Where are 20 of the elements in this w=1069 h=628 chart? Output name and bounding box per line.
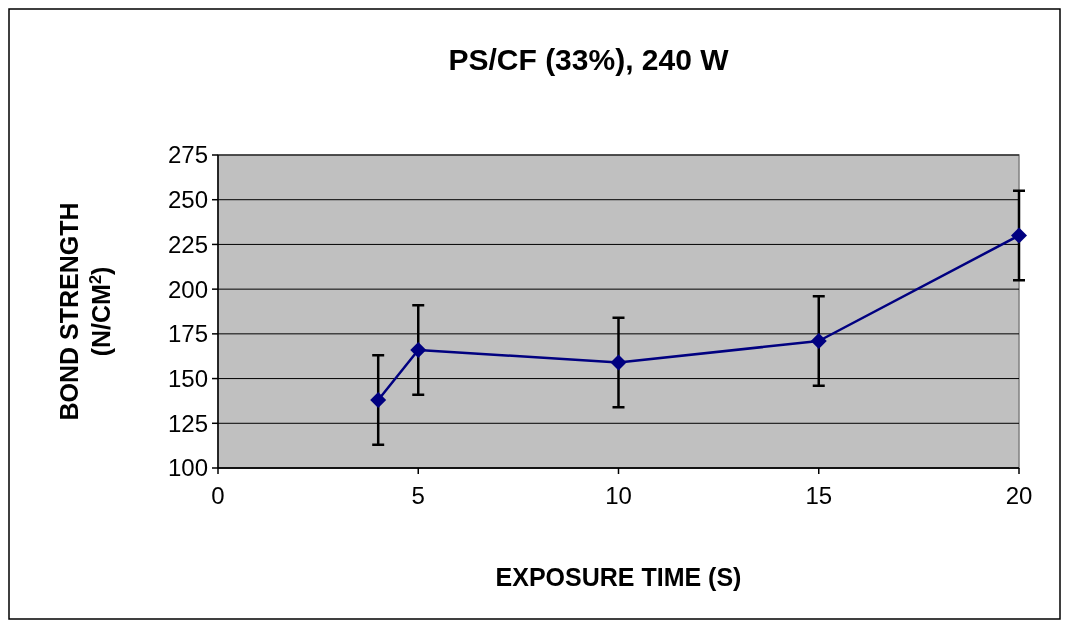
y-tick-label: 225 <box>167 230 208 258</box>
point <box>810 333 827 350</box>
point <box>610 354 627 371</box>
y-tick-label: 200 <box>167 275 208 303</box>
x-tick-label: 20 <box>1005 482 1033 509</box>
chart-title: PS/CF (33%), 240 W <box>448 43 730 76</box>
y-tick-label: 100 <box>167 454 208 482</box>
y-tick-label: 150 <box>167 364 208 392</box>
x-tick-label: 0 <box>211 482 225 509</box>
y-tick-label: 250 <box>167 186 208 214</box>
x-tick-label: 5 <box>411 482 425 509</box>
y-tick-label: 275 <box>167 141 208 169</box>
x-tick-label: 10 <box>605 482 632 509</box>
point <box>370 392 387 409</box>
point <box>1011 227 1027 244</box>
y-tick-label: 175 <box>167 320 208 348</box>
y-tick-label: 125 <box>167 409 208 437</box>
x-axis-title: EXPOSURE TIME (S) <box>495 563 742 591</box>
point <box>410 341 427 358</box>
x-tick-label: 15 <box>805 482 833 509</box>
